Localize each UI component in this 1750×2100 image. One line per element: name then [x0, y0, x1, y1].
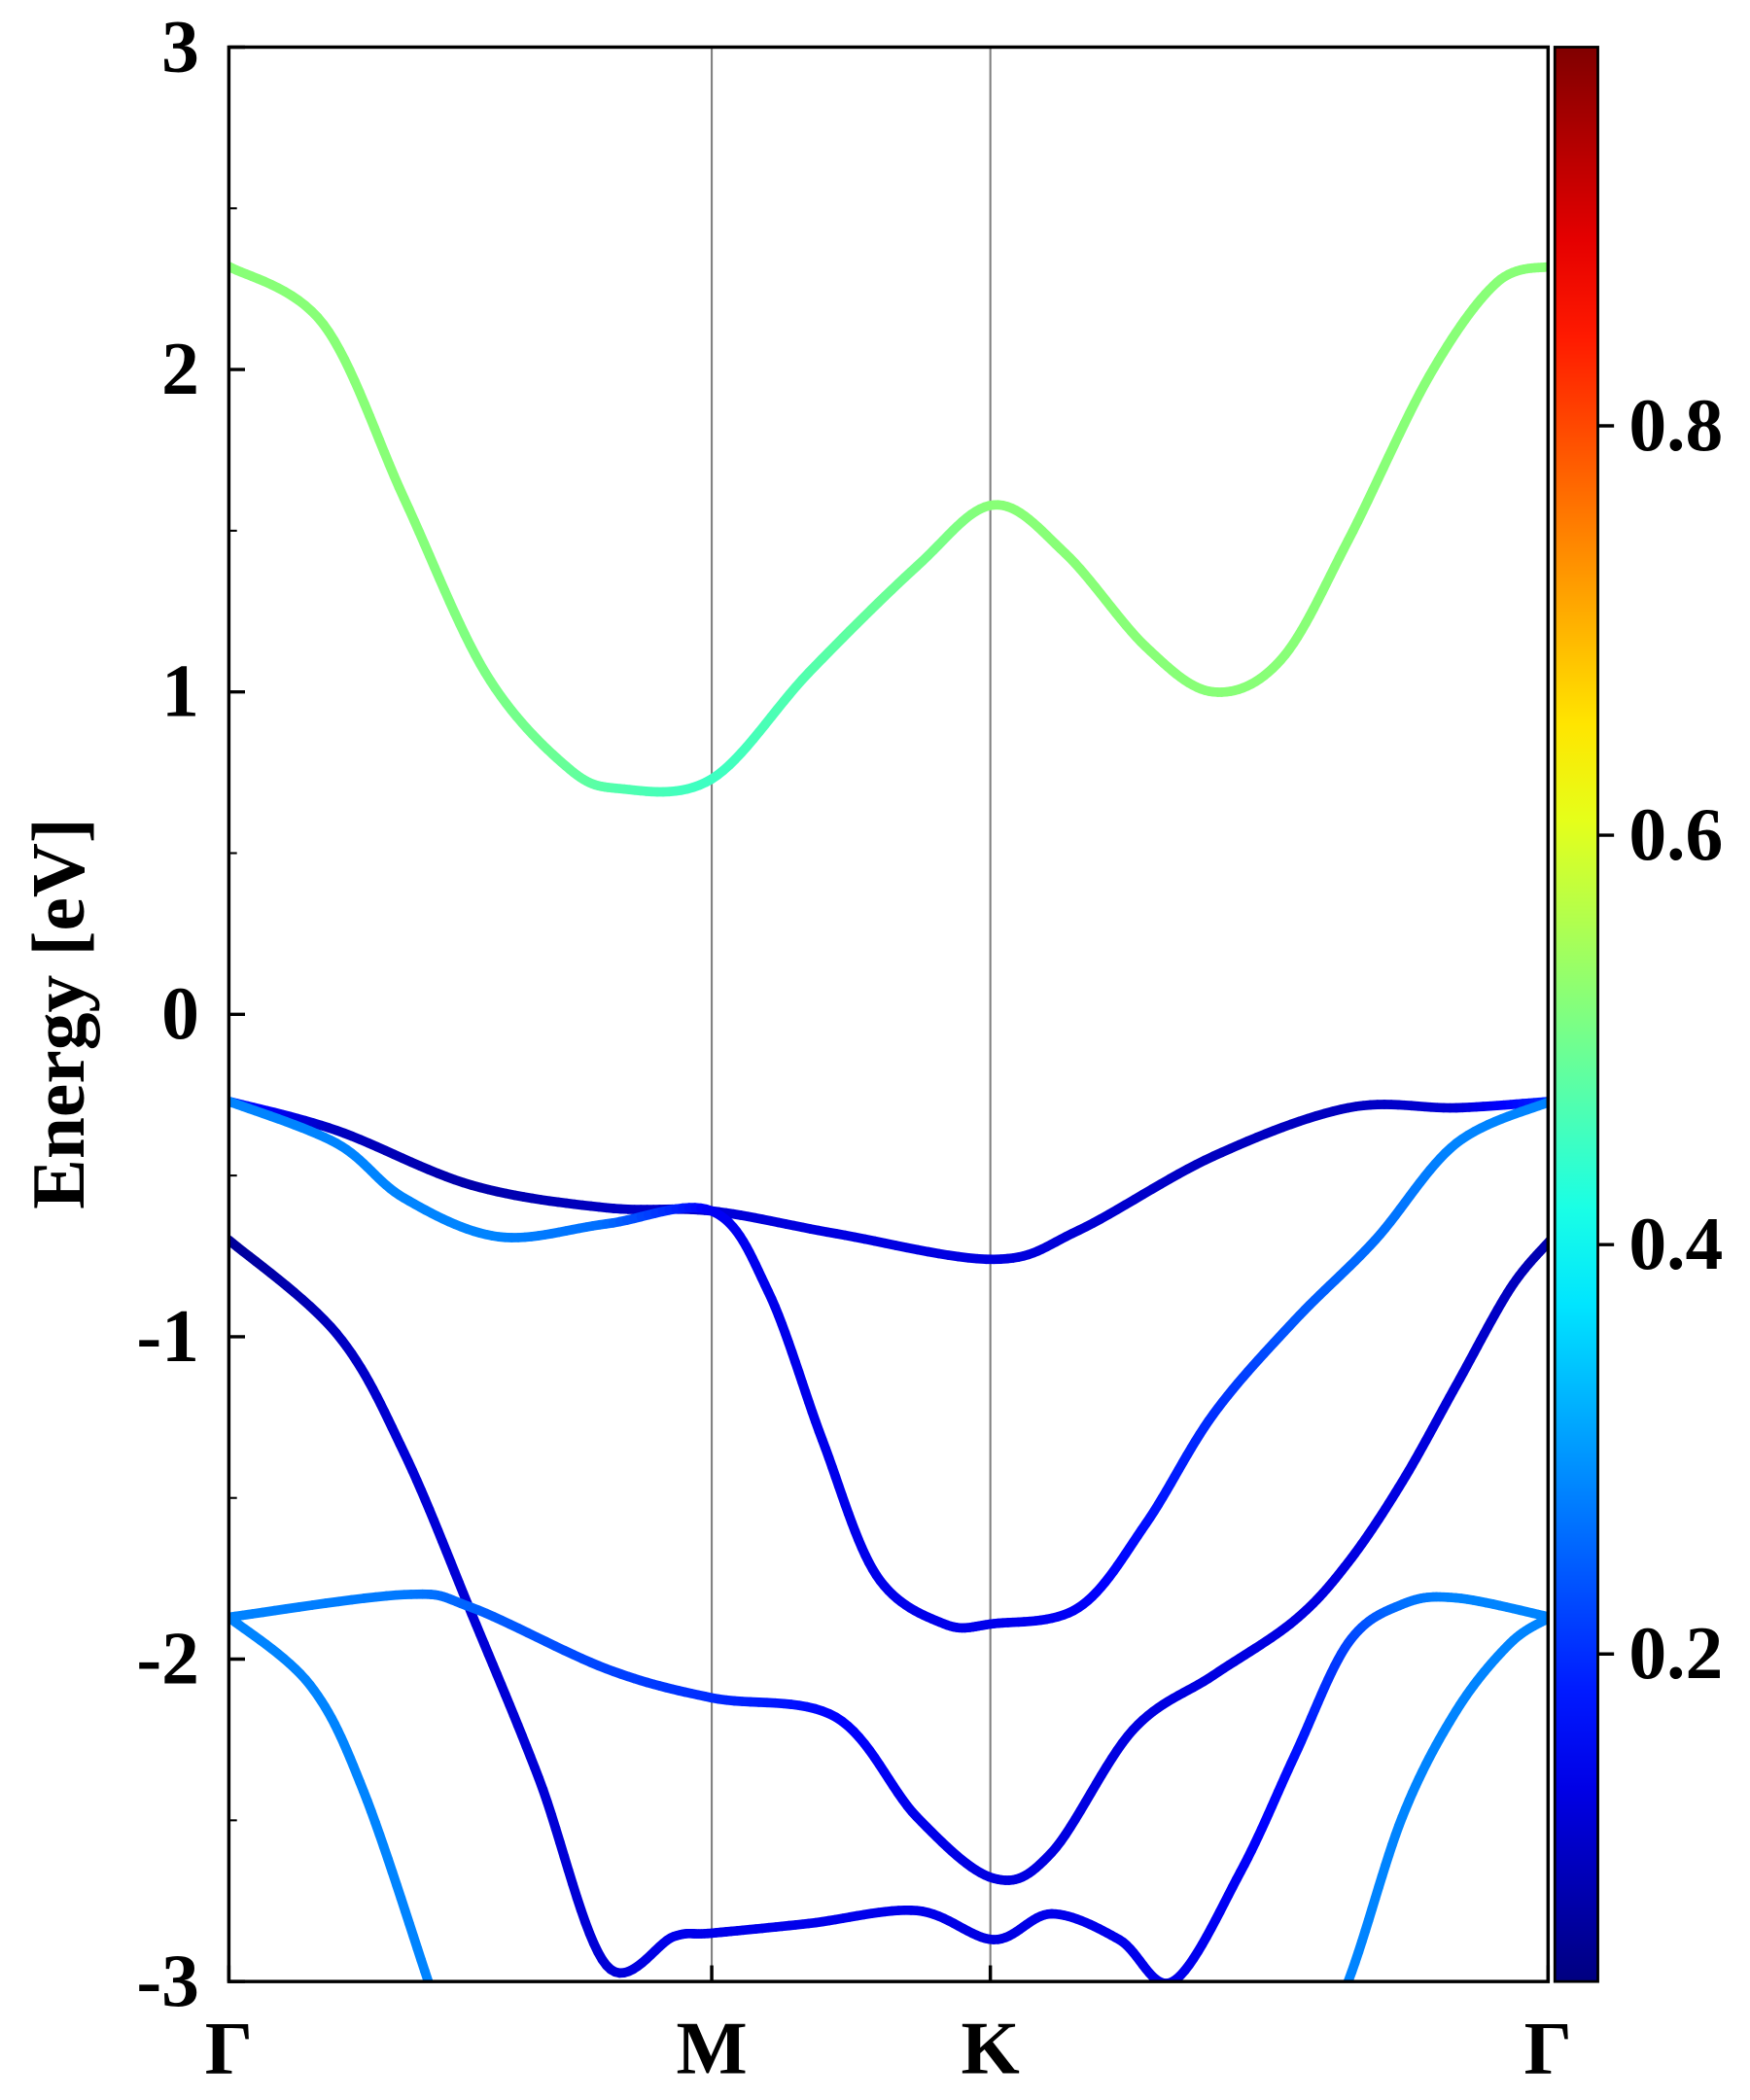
- band-segment: [456, 2066, 459, 2074]
- colorbar-tick-label: 0.4: [1628, 1202, 1723, 1285]
- bands: [228, 262, 1549, 2100]
- high-symmetry-lines: [711, 47, 992, 1982]
- x-tick-label: Γ: [205, 2006, 253, 2089]
- band-segment: [447, 2040, 450, 2048]
- band-segment: [464, 2088, 466, 2095]
- band-2: [228, 1096, 1549, 1265]
- band-segment: [1298, 2088, 1301, 2095]
- band-segment: [1309, 2065, 1312, 2073]
- band-segment: [466, 2095, 468, 2100]
- colorbar-tick-label: 0.2: [1628, 1611, 1723, 1695]
- y-tick-label: 2: [161, 327, 199, 410]
- x-tick-label: M: [676, 2006, 747, 2089]
- band-segment: [1320, 2038, 1324, 2047]
- band-6: [228, 1612, 468, 2100]
- band-5: [228, 1236, 1549, 1885]
- band-7: [1296, 1613, 1549, 2100]
- band-segment: [444, 2031, 447, 2041]
- band-segment: [1312, 2056, 1316, 2065]
- band-4: [228, 1235, 1549, 1982]
- y-tick-label: 1: [161, 649, 199, 733]
- y-tick-label: 3: [161, 4, 199, 88]
- y-axis-label: Energy [eV]: [17, 818, 100, 1209]
- colorbar: [1553, 46, 1599, 1983]
- colorbar-tick-label: 0.8: [1628, 383, 1723, 467]
- x-tick-label: K: [961, 2006, 1019, 2089]
- y-tick-label: -2: [136, 1616, 199, 1699]
- x-tick-label: Γ: [1524, 2006, 1572, 2089]
- band-segment: [461, 2082, 463, 2088]
- band-segment: [1302, 2081, 1305, 2087]
- y-axis: 3 2 1 0 -1 -2 -3: [136, 4, 245, 2022]
- band-segment: [1316, 2048, 1320, 2056]
- y-tick-label: 0: [161, 971, 199, 1055]
- band-segment: [1324, 2029, 1328, 2039]
- band-segment: [1296, 2095, 1299, 2100]
- colorbar-ticks: 0.2 0.4 0.6 0.8: [1597, 383, 1723, 1695]
- band-segment: [1329, 2019, 1333, 2029]
- y-tick-label: -1: [136, 1294, 199, 1378]
- band-segment: [1333, 2010, 1337, 2019]
- band-3: [228, 1096, 1549, 1633]
- y-tick-label: -3: [136, 1939, 199, 2022]
- band-segment: [450, 2049, 453, 2058]
- band-segment: [441, 2021, 444, 2031]
- band-1: [228, 262, 1549, 797]
- band-segment: [432, 1991, 435, 2001]
- band-segment: [1337, 2000, 1341, 2010]
- band-segment: [453, 2058, 456, 2067]
- band-segment: [438, 2012, 441, 2021]
- band-segment: [435, 2002, 438, 2012]
- band-segment: [1341, 1991, 1345, 2001]
- plot-frame: [227, 45, 1551, 1983]
- band-segment: [459, 2075, 461, 2082]
- band-segment: [1305, 2073, 1309, 2081]
- colorbar-tick-label: 0.6: [1628, 792, 1723, 876]
